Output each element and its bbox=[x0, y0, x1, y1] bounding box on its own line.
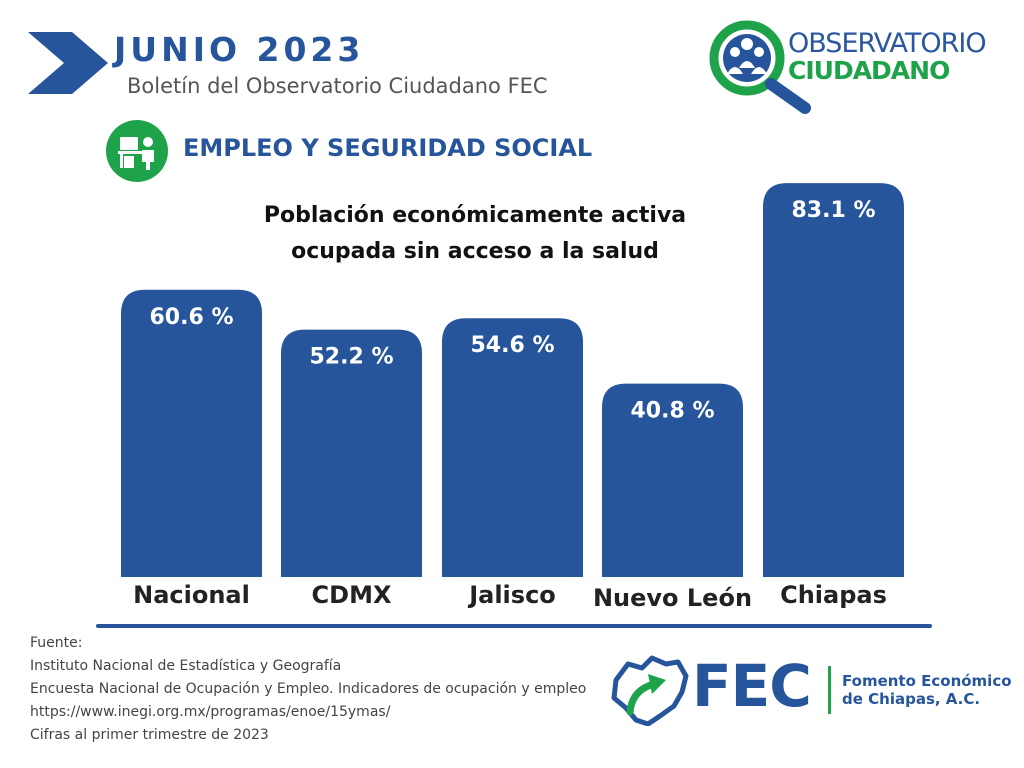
category-label: Chiapas bbox=[780, 581, 887, 609]
category-label: CDMX bbox=[312, 581, 392, 609]
category-label: Nacional bbox=[133, 581, 250, 609]
logo-line-observatorio: OBSERVATORIO bbox=[788, 28, 987, 59]
fec-name-line-1: Fomento Económico bbox=[842, 672, 1012, 690]
logo-separator bbox=[828, 666, 831, 714]
fec-name-line-2: de Chiapas, A.C. bbox=[842, 690, 981, 708]
fec-full-name: Fomento Económico de Chiapas, A.C. bbox=[842, 672, 1012, 708]
fec-logo-text: FEC bbox=[692, 652, 812, 720]
chart-title: Población económicamente activa ocupada … bbox=[225, 198, 725, 270]
bar-nuevo-león bbox=[602, 383, 743, 577]
magnifier-people-icon bbox=[709, 20, 811, 114]
source-label: Fuente: bbox=[30, 635, 83, 651]
bar-value-label: 54.6 % bbox=[471, 333, 555, 358]
chart-title-line-2: ocupada sin acceso a la salud bbox=[291, 239, 659, 264]
source-line: https://www.inegi.org.mx/programas/enoe/… bbox=[30, 704, 391, 720]
bar-jalisco bbox=[442, 318, 583, 577]
bar-cdmx bbox=[281, 329, 422, 577]
bar-value-label: 83.1 % bbox=[792, 198, 876, 223]
page-title: JUNIO 2023 bbox=[114, 30, 365, 69]
source-line: Instituto Nacional de Estadística y Geog… bbox=[30, 658, 342, 674]
bar-value-label: 40.8 % bbox=[631, 399, 715, 424]
source-line: Cifras al primer trimestre de 2023 bbox=[30, 727, 269, 743]
bar-nacional bbox=[121, 289, 262, 577]
bar-value-label: 52.2 % bbox=[310, 345, 394, 370]
bar-value-label: 60.6 % bbox=[150, 305, 234, 330]
divider-line bbox=[96, 624, 932, 628]
source-block: Fuente: Instituto Nacional de Estadístic… bbox=[30, 632, 586, 747]
source-line: Encuesta Nacional de Ocupación y Empleo.… bbox=[30, 681, 587, 697]
bulletin-subtitle: Boletín del Observatorio Ciudadano FEC bbox=[127, 74, 548, 98]
category-label: Jalisco bbox=[467, 581, 556, 609]
chevron-arrow-icon bbox=[28, 32, 108, 94]
logo-line-ciudadano: CIUDADANO bbox=[788, 56, 950, 85]
chiapas-map-arrow-icon bbox=[611, 655, 689, 726]
bar-chiapas bbox=[763, 183, 904, 577]
section-title: EMPLEO Y SEGURIDAD SOCIAL bbox=[183, 134, 593, 162]
category-label: Nuevo León bbox=[593, 584, 752, 612]
worker-desk-icon bbox=[106, 120, 168, 182]
chart-title-line-1: Población económicamente activa bbox=[263, 203, 687, 228]
